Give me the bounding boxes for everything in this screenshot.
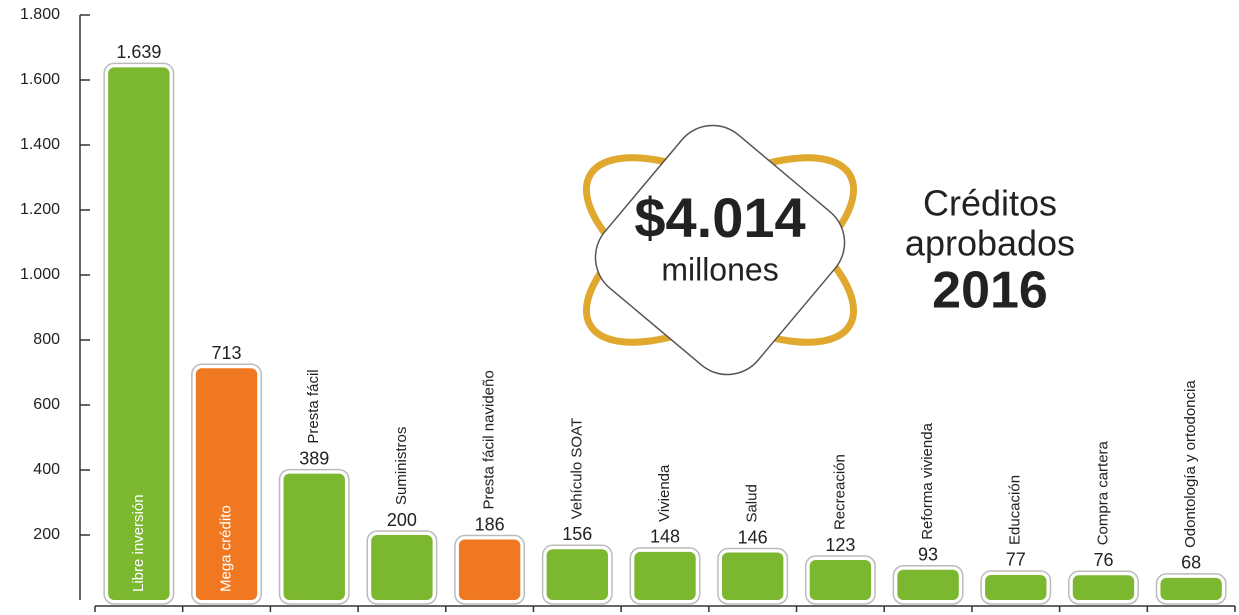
title-line: Créditos — [923, 183, 1057, 224]
badge: $4.014 millones — [582, 124, 858, 376]
value-label: 123 — [825, 535, 855, 555]
value-label: 156 — [562, 524, 592, 544]
value-label: 146 — [738, 527, 768, 547]
category-label: Salud — [744, 484, 761, 522]
bar — [722, 552, 784, 600]
bar — [283, 473, 345, 600]
bar — [985, 574, 1047, 600]
category-label: Compra cartera — [1094, 440, 1111, 545]
value-label: 200 — [387, 510, 417, 530]
y-tick-label: 200 — [33, 526, 60, 543]
value-label: 148 — [650, 527, 680, 547]
y-tick-label: 1.200 — [20, 201, 60, 218]
bar — [1072, 575, 1135, 600]
title-year: 2016 — [932, 262, 1048, 320]
badge-unit: millones — [661, 251, 778, 287]
badge-shape — [594, 124, 846, 376]
value-label: 713 — [212, 343, 242, 363]
y-tick-label: 1.000 — [20, 266, 60, 283]
category-label: Odontología y ortodoncia — [1182, 380, 1199, 548]
bar — [809, 560, 872, 600]
value-label: 76 — [1093, 550, 1113, 570]
badge-amount: $4.014 — [634, 186, 805, 249]
bar — [108, 67, 170, 600]
category-label: Educación — [1007, 475, 1024, 545]
title-line: aprobados — [905, 223, 1075, 264]
category-label: Presta fácil navideño — [481, 370, 498, 509]
value-label: 186 — [475, 514, 505, 534]
bar — [371, 535, 433, 600]
y-tick-label: 400 — [33, 461, 60, 478]
value-label: 389 — [299, 448, 329, 468]
bar — [546, 549, 608, 600]
y-tick-label: 600 — [33, 396, 60, 413]
category-label: Libre inversión — [130, 494, 147, 592]
y-tick-label: 1.400 — [20, 136, 60, 153]
value-label: 1.639 — [116, 42, 161, 62]
bar — [458, 539, 521, 600]
bar — [1160, 577, 1222, 600]
category-label: Vivienda — [656, 464, 673, 522]
value-label: 77 — [1006, 550, 1026, 570]
y-tick-label: 1.800 — [20, 6, 60, 23]
value-label: 68 — [1181, 553, 1201, 573]
y-tick-label: 1.600 — [20, 71, 60, 88]
category-label: Vehículo SOAT — [568, 418, 585, 519]
category-label: Suministros — [393, 427, 410, 505]
category-label: Recreación — [831, 454, 848, 530]
value-label: 93 — [918, 545, 938, 565]
bar — [897, 569, 959, 600]
category-label: Reforma vivienda — [919, 422, 936, 539]
category-label: Presta fácil — [305, 369, 322, 443]
category-label: Mega crédito — [218, 505, 235, 592]
bar — [195, 368, 258, 600]
bar — [634, 551, 696, 600]
y-tick-label: 800 — [33, 331, 60, 348]
